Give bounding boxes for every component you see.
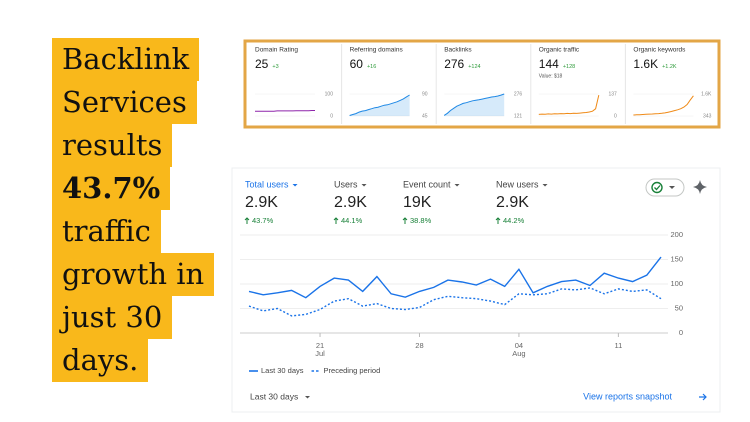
y-tick-label: 0 [679,328,683,337]
check-mark [654,185,661,191]
headline: Backlink Services results 43.7% traffic growt… [52,38,215,382]
dropdown-arrow [669,186,675,189]
headline-line: just 30 [52,296,173,339]
metric-label: Backlinks [444,47,472,54]
y-tick-label: 150 [670,254,683,263]
headline-line: growth in [52,253,215,296]
headline-line: Services [52,81,197,124]
headline-line: results [52,124,173,167]
metric-label: Domain Rating [255,47,298,54]
sparkline-area [444,94,505,116]
headline-line: Backlink [52,38,200,81]
y-tick-label: 0 [330,113,333,119]
sparkline [538,94,600,115]
y-tick-label: 200 [670,230,683,239]
dropdown-arrow [542,184,548,187]
dropdown-arrow [292,184,298,187]
tab-change: 38.8% [410,216,432,225]
up-arrow [244,217,250,224]
y-tick-label: 90 [422,91,428,97]
period-select[interactable]: Last 30 days [250,391,298,401]
x-tick-label: 11 [614,341,622,350]
sparkline [349,94,410,116]
sparkline [443,93,505,116]
metric-label: Organic keywords [633,47,686,54]
dropdown-arrow [454,184,460,187]
metric-value: 1.6K [633,57,658,71]
reports-link[interactable]: View reports snapshot [583,391,672,401]
metric-change: +128 [563,64,575,70]
x-tick-label: 21 [316,341,324,350]
tab-label: Event count [403,179,451,189]
tab-value: 2.9K [334,194,367,211]
metric-label: Referring domains [350,47,404,54]
sparkline [633,95,694,116]
metric-value: 60 [350,57,364,71]
y-tick-label: 1.6K [701,91,712,97]
tab-label: Users [334,179,358,189]
metrics-panel [243,39,721,129]
dropdown-arrow [305,396,310,399]
x-month-label: Jul [315,349,325,358]
tab-value: 2.9K [245,194,278,211]
tab-value: 19K [403,194,432,211]
metric-change: +3 [272,64,278,70]
tab-value: 2.9K [496,194,529,211]
tab-change: 43.7% [252,216,274,225]
y-tick-label: 137 [608,91,617,97]
series-line [248,287,662,317]
up-arrow [402,217,408,224]
link-arrow [699,393,707,401]
up-arrow [495,217,501,224]
x-month-label: Aug [512,349,525,358]
insights-icon[interactable] [693,180,707,194]
headline-line: traffic [52,210,161,253]
metric-change: +1.2K [662,64,677,70]
x-tick-label: 04 [515,341,523,350]
y-tick-label: 50 [675,303,683,312]
sparkline [255,110,315,112]
metric-value: 276 [444,57,464,71]
y-tick-label: 0 [614,113,617,119]
check-icon [651,181,663,194]
tab-change: 44.2% [503,216,525,225]
y-tick-label: 100 [670,279,683,288]
y-tick-label: 100 [325,91,334,97]
y-tick-label: 121 [514,113,523,119]
series-line [248,256,662,299]
metric-label: Organic traffic [539,47,580,54]
legend-label: Last 30 days [261,366,304,375]
y-tick-label: 45 [422,113,428,119]
up-arrow [333,217,339,224]
metric-note: Value: $18 [539,73,563,79]
metric-value: 144 [539,57,559,71]
tab-label: Total users [245,179,289,189]
y-tick-label: 276 [514,91,523,97]
tab-change: 44.1% [341,216,363,225]
y-tick-label: 343 [703,113,712,119]
dropdown-arrow [361,184,367,187]
tab-label: New users [496,179,539,189]
legend-label: Preceding period [324,366,381,375]
x-tick-label: 28 [415,341,423,350]
metric-change: +16 [367,64,376,70]
headline-line: 43.7% [52,167,171,210]
metric-change: +124 [468,64,480,70]
metric-value: 25 [255,57,269,71]
headline-line: days. [52,339,149,382]
